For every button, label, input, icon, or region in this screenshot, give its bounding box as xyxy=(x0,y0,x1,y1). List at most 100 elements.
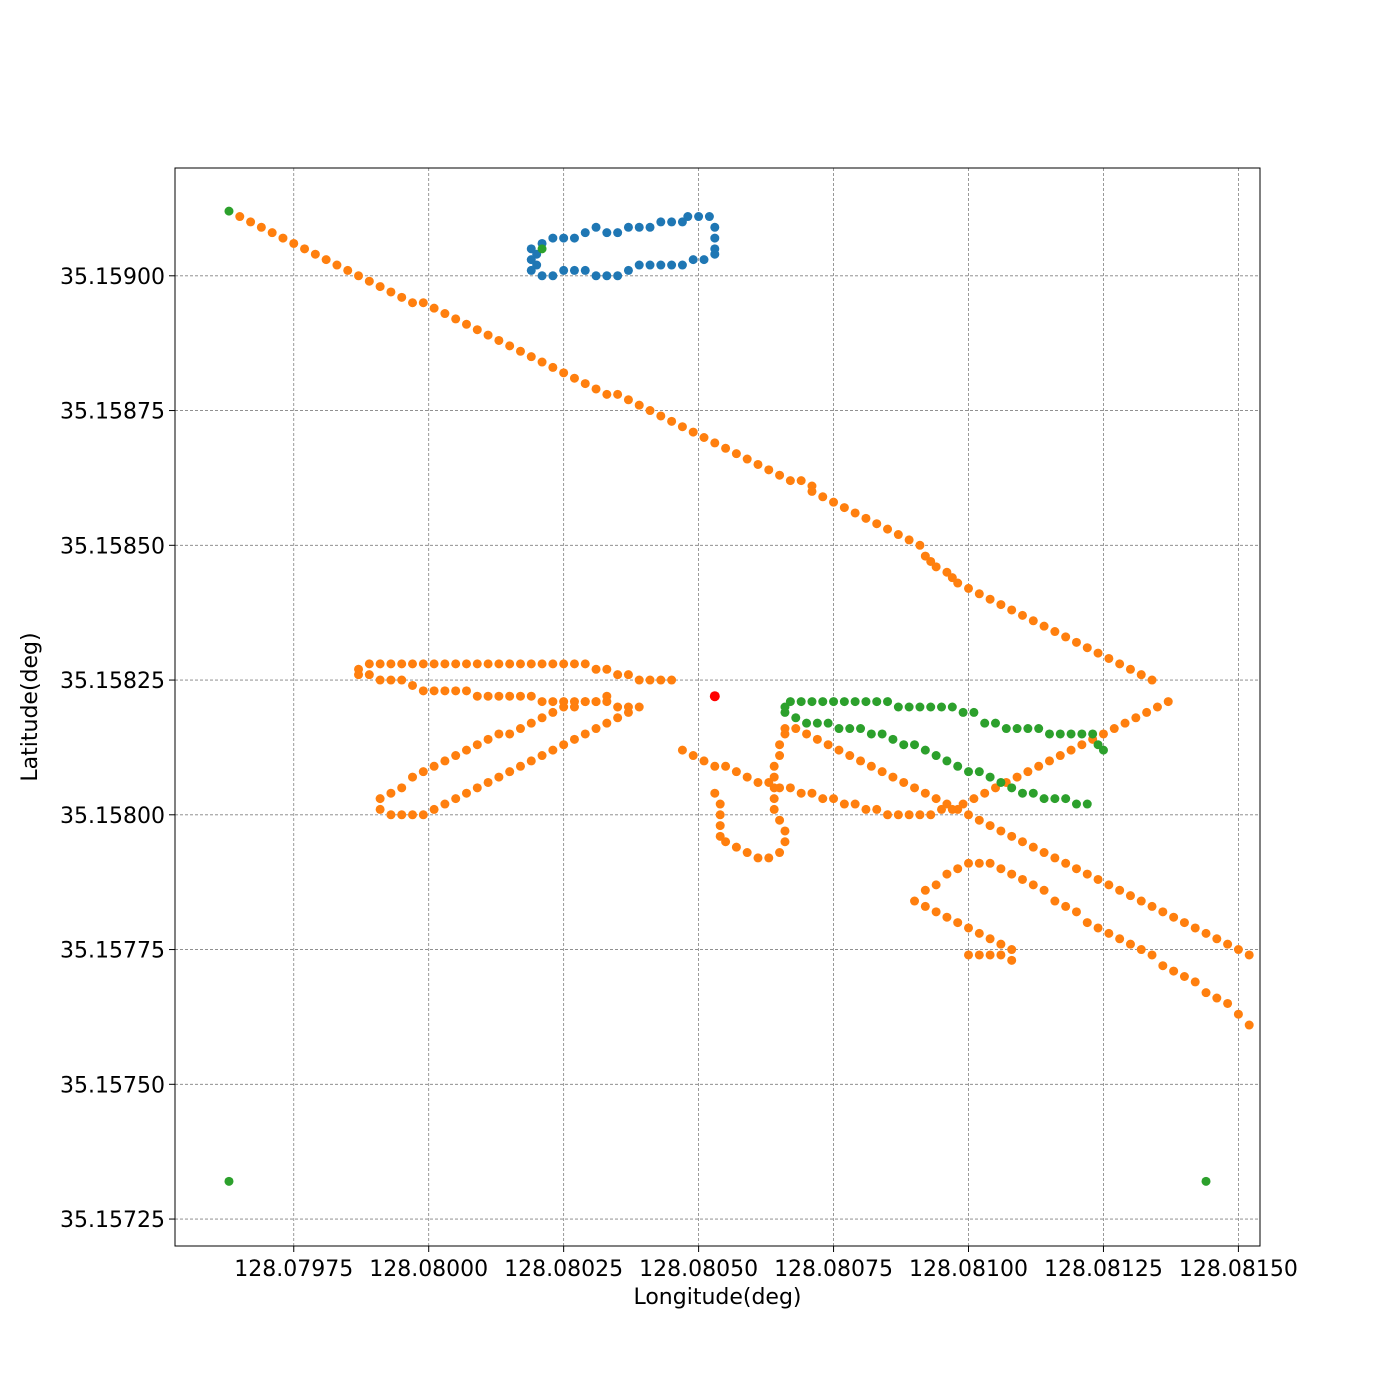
data-point xyxy=(742,454,752,464)
data-point xyxy=(953,918,963,928)
data-point xyxy=(920,745,930,755)
data-point xyxy=(677,260,687,270)
data-point xyxy=(812,734,822,744)
data-point xyxy=(667,260,677,270)
data-point xyxy=(580,729,590,739)
data-point xyxy=(883,697,893,707)
data-point xyxy=(683,212,693,222)
data-point xyxy=(634,675,644,685)
data-point xyxy=(850,697,860,707)
data-point xyxy=(931,751,941,761)
data-point xyxy=(472,691,482,701)
data-point xyxy=(974,589,984,599)
data-point xyxy=(1050,794,1060,804)
data-point xyxy=(526,659,536,669)
data-point xyxy=(364,659,374,669)
data-point xyxy=(300,244,310,254)
data-point xyxy=(1082,918,1092,928)
data-point xyxy=(1088,729,1098,739)
data-point xyxy=(1071,799,1081,809)
data-point xyxy=(910,783,920,793)
data-point xyxy=(483,330,493,340)
data-point xyxy=(1039,794,1049,804)
data-point xyxy=(856,756,866,766)
data-point xyxy=(1179,972,1189,981)
y-tick-label: 35.15825 xyxy=(60,669,165,694)
data-point xyxy=(753,459,763,469)
data-point xyxy=(775,848,785,858)
data-point xyxy=(623,265,633,275)
data-point xyxy=(537,244,547,254)
data-point xyxy=(408,659,418,669)
data-point xyxy=(974,928,984,938)
data-point xyxy=(742,848,752,858)
data-point xyxy=(769,804,779,814)
data-point xyxy=(1028,616,1038,626)
data-point xyxy=(775,740,785,750)
data-point xyxy=(515,691,525,701)
data-point xyxy=(1023,767,1033,777)
data-point xyxy=(915,540,925,550)
data-point xyxy=(872,697,882,707)
data-point xyxy=(931,907,941,917)
x-tick-label: 128.08025 xyxy=(504,1257,623,1282)
data-point xyxy=(569,233,579,243)
x-tick-label: 128.07975 xyxy=(234,1257,353,1282)
data-point xyxy=(613,713,623,723)
series-2 xyxy=(224,206,1211,1186)
data-point xyxy=(856,724,866,734)
data-point xyxy=(931,880,941,890)
data-point xyxy=(769,772,779,782)
data-point xyxy=(1104,653,1114,663)
plot-series xyxy=(224,206,1254,1186)
data-point xyxy=(985,821,995,831)
data-point xyxy=(418,810,428,820)
data-point xyxy=(845,724,855,734)
data-point xyxy=(526,756,536,766)
data-point xyxy=(397,659,407,669)
data-point xyxy=(332,260,342,270)
data-point xyxy=(645,222,655,232)
x-tick-label: 128.08150 xyxy=(1179,1257,1298,1282)
data-point xyxy=(613,228,623,238)
data-point xyxy=(764,465,774,475)
data-point xyxy=(1050,853,1060,863)
data-point xyxy=(580,659,590,669)
data-point xyxy=(715,799,725,809)
data-point xyxy=(1039,848,1049,858)
data-point xyxy=(526,352,536,362)
data-point xyxy=(515,659,525,669)
data-point xyxy=(953,804,963,814)
data-point xyxy=(920,788,930,798)
data-point xyxy=(548,697,558,707)
data-point xyxy=(418,298,428,308)
data-point xyxy=(710,233,720,243)
data-point xyxy=(537,697,547,707)
data-point xyxy=(1028,880,1038,890)
data-point xyxy=(1190,977,1200,987)
data-point xyxy=(688,751,698,761)
data-point xyxy=(964,767,974,777)
data-point xyxy=(354,271,364,281)
data-point xyxy=(559,740,569,750)
data-point xyxy=(942,869,952,879)
data-point xyxy=(1007,945,1017,955)
data-point xyxy=(1061,794,1071,804)
data-point xyxy=(1034,724,1044,734)
data-point xyxy=(602,718,612,728)
data-point xyxy=(569,734,579,744)
data-point xyxy=(964,923,974,933)
y-tick-label: 35.15750 xyxy=(60,1073,165,1098)
data-point xyxy=(823,740,833,750)
data-point xyxy=(1244,950,1254,960)
x-axis-label: Longitude(deg) xyxy=(633,1285,801,1310)
data-point xyxy=(710,249,720,259)
data-point xyxy=(451,686,461,696)
data-point xyxy=(791,724,801,734)
data-point xyxy=(461,319,471,329)
y-tick-label: 35.15800 xyxy=(60,804,165,829)
data-point xyxy=(1055,729,1065,739)
data-point xyxy=(964,583,974,593)
data-point xyxy=(1163,697,1173,707)
data-point xyxy=(753,777,763,787)
